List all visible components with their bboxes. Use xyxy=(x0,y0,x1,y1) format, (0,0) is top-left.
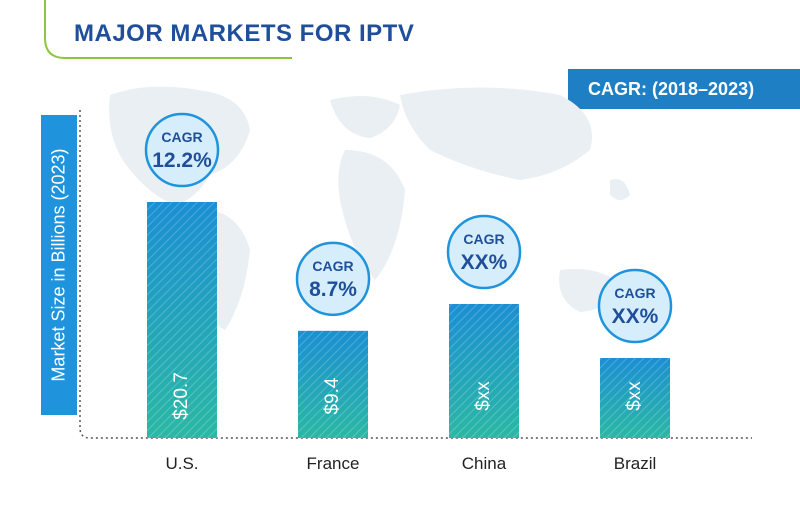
cagr-period-banner: CAGR: (2018–2023) xyxy=(568,69,800,109)
cagr-badge-circle xyxy=(446,214,522,290)
y-axis-label: Market Size in Billions (2023) xyxy=(48,148,69,382)
cagr-badge-brazil: CAGR XX% xyxy=(597,268,673,344)
cagr-badge-france: CAGR 8.7% xyxy=(295,241,371,317)
bars-group: $20.7 U.S. $9.4 France $xx China $xx Brazil xyxy=(147,202,670,473)
x-tick-label: France xyxy=(307,454,360,473)
x-tick-label: China xyxy=(462,454,507,473)
bar-china-hatch xyxy=(449,304,519,438)
cagr-badge-title: CAGR xyxy=(161,129,202,145)
bar-brazil-hatch xyxy=(600,358,670,438)
bar-france-hatch xyxy=(298,330,368,438)
bar-u-s-hatch xyxy=(147,202,217,438)
cagr-badge-circle xyxy=(295,241,371,317)
y-axis-label-box xyxy=(41,115,77,415)
cagr-badge-circle xyxy=(144,112,220,188)
bar-france: $9.4 xyxy=(298,330,368,438)
cagr-badge-title: CAGR xyxy=(614,285,655,301)
page-title: MAJOR MARKETS FOR IPTV xyxy=(74,20,415,47)
bar-value-label: $9.4 xyxy=(322,377,343,414)
x-tick-label: U.S. xyxy=(165,454,198,473)
cagr-badge-title: CAGR xyxy=(463,231,504,247)
cagr-badges-group: CAGR 12.2% CAGR 8.7% CAGR XX% CAGR XX% xyxy=(144,112,673,344)
bar-value-label: $xx xyxy=(624,381,645,411)
cagr-badge-value: XX% xyxy=(612,305,659,328)
chart-axes xyxy=(79,110,752,439)
cagr-badge-title: CAGR xyxy=(312,258,353,274)
cagr-badge-value: 8.7% xyxy=(309,278,357,301)
bar-value-label: $20.7 xyxy=(171,372,192,420)
header: MAJOR MARKETS FOR IPTV xyxy=(0,0,800,70)
title-accent-line xyxy=(44,0,292,59)
cagr-badge-circle xyxy=(597,268,673,344)
cagr-badge-value: 12.2% xyxy=(152,149,212,172)
bar-u-s: $20.7 xyxy=(147,202,217,438)
cagr-badge-china: CAGR XX% xyxy=(446,214,522,290)
cagr-badge-value: XX% xyxy=(461,251,508,274)
bar-value-label: $xx xyxy=(473,381,494,411)
x-tick-label: Brazil xyxy=(614,454,657,473)
cagr-badge-u-s: CAGR 12.2% xyxy=(144,112,220,188)
bar-china: $xx xyxy=(449,304,519,438)
bar-brazil: $xx xyxy=(600,358,670,438)
